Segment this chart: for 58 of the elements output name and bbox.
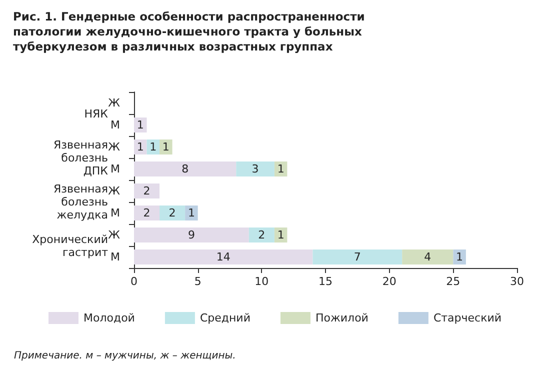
data-label: 1 — [277, 162, 284, 176]
x-tick-label: 25 — [446, 275, 460, 288]
bar — [134, 206, 160, 220]
x-tick-label: 30 — [510, 275, 524, 288]
data-label: 1 — [136, 140, 144, 154]
data-label: 3 — [252, 162, 259, 176]
y-tick-label: М — [110, 206, 120, 220]
bar — [134, 184, 160, 198]
legend-label: Средний — [200, 312, 250, 324]
text: Примечание. м – мужчины, ж – женщины. — [14, 350, 236, 362]
data-label: 7 — [354, 250, 361, 264]
bar — [160, 140, 172, 154]
x-tick-label: 5 — [194, 275, 202, 288]
bar — [185, 206, 198, 220]
bar — [248, 228, 274, 242]
bar — [134, 162, 236, 176]
bar — [236, 162, 274, 176]
bar — [160, 206, 186, 220]
bar — [312, 250, 402, 264]
legend-label: Старческий — [433, 312, 502, 324]
y-tick-label: Ж — [108, 228, 120, 242]
text: НЯК — [84, 108, 108, 120]
y-tick-label: Ж — [108, 96, 120, 110]
y-tick-label: Ж — [108, 140, 120, 154]
data-label: 1 — [456, 250, 464, 264]
bar — [134, 228, 249, 242]
data-label: 1 — [277, 228, 284, 242]
y-tick-label: М — [110, 162, 120, 176]
data-label: 1 — [136, 118, 144, 132]
text: Язвенная болезнь желудка — [54, 182, 108, 222]
data-label: 2 — [143, 206, 150, 220]
chart-title: Рис. 1. Гендерные особенности распространенности патологии желудочно-кишечного тракта у больных туберкулезом в различных возрастных группах — [13, 10, 369, 54]
bar — [453, 250, 466, 264]
text: Язвенная болезнь ДПК — [54, 138, 108, 178]
data-label: 1 — [162, 140, 170, 154]
data-label: 8 — [182, 162, 189, 176]
data-label: 2 — [168, 206, 176, 220]
data-label: 4 — [424, 250, 432, 264]
data-label: 1 — [188, 206, 195, 220]
text: Хронический гастрит — [32, 233, 109, 259]
x-tick-label: 0 — [130, 275, 138, 288]
bar — [134, 250, 313, 264]
y-tick-label: М — [110, 118, 120, 132]
data-label: 1 — [150, 140, 157, 154]
x-tick-label: 10 — [254, 275, 269, 288]
legend-label: Молодой — [83, 312, 135, 324]
bar — [134, 118, 147, 132]
bar — [134, 140, 147, 154]
data-label: 2 — [143, 184, 150, 198]
data-label: 9 — [188, 228, 195, 242]
legend-label: Пожилой — [315, 312, 368, 324]
bar — [402, 250, 454, 264]
y-tick-label: Ж — [108, 184, 120, 198]
x-tick-label: 15 — [318, 275, 332, 288]
x-tick-label: 20 — [382, 275, 396, 288]
y-tick-label: М — [110, 250, 120, 264]
data-label: 14 — [216, 250, 230, 264]
data-label: 2 — [258, 228, 266, 242]
